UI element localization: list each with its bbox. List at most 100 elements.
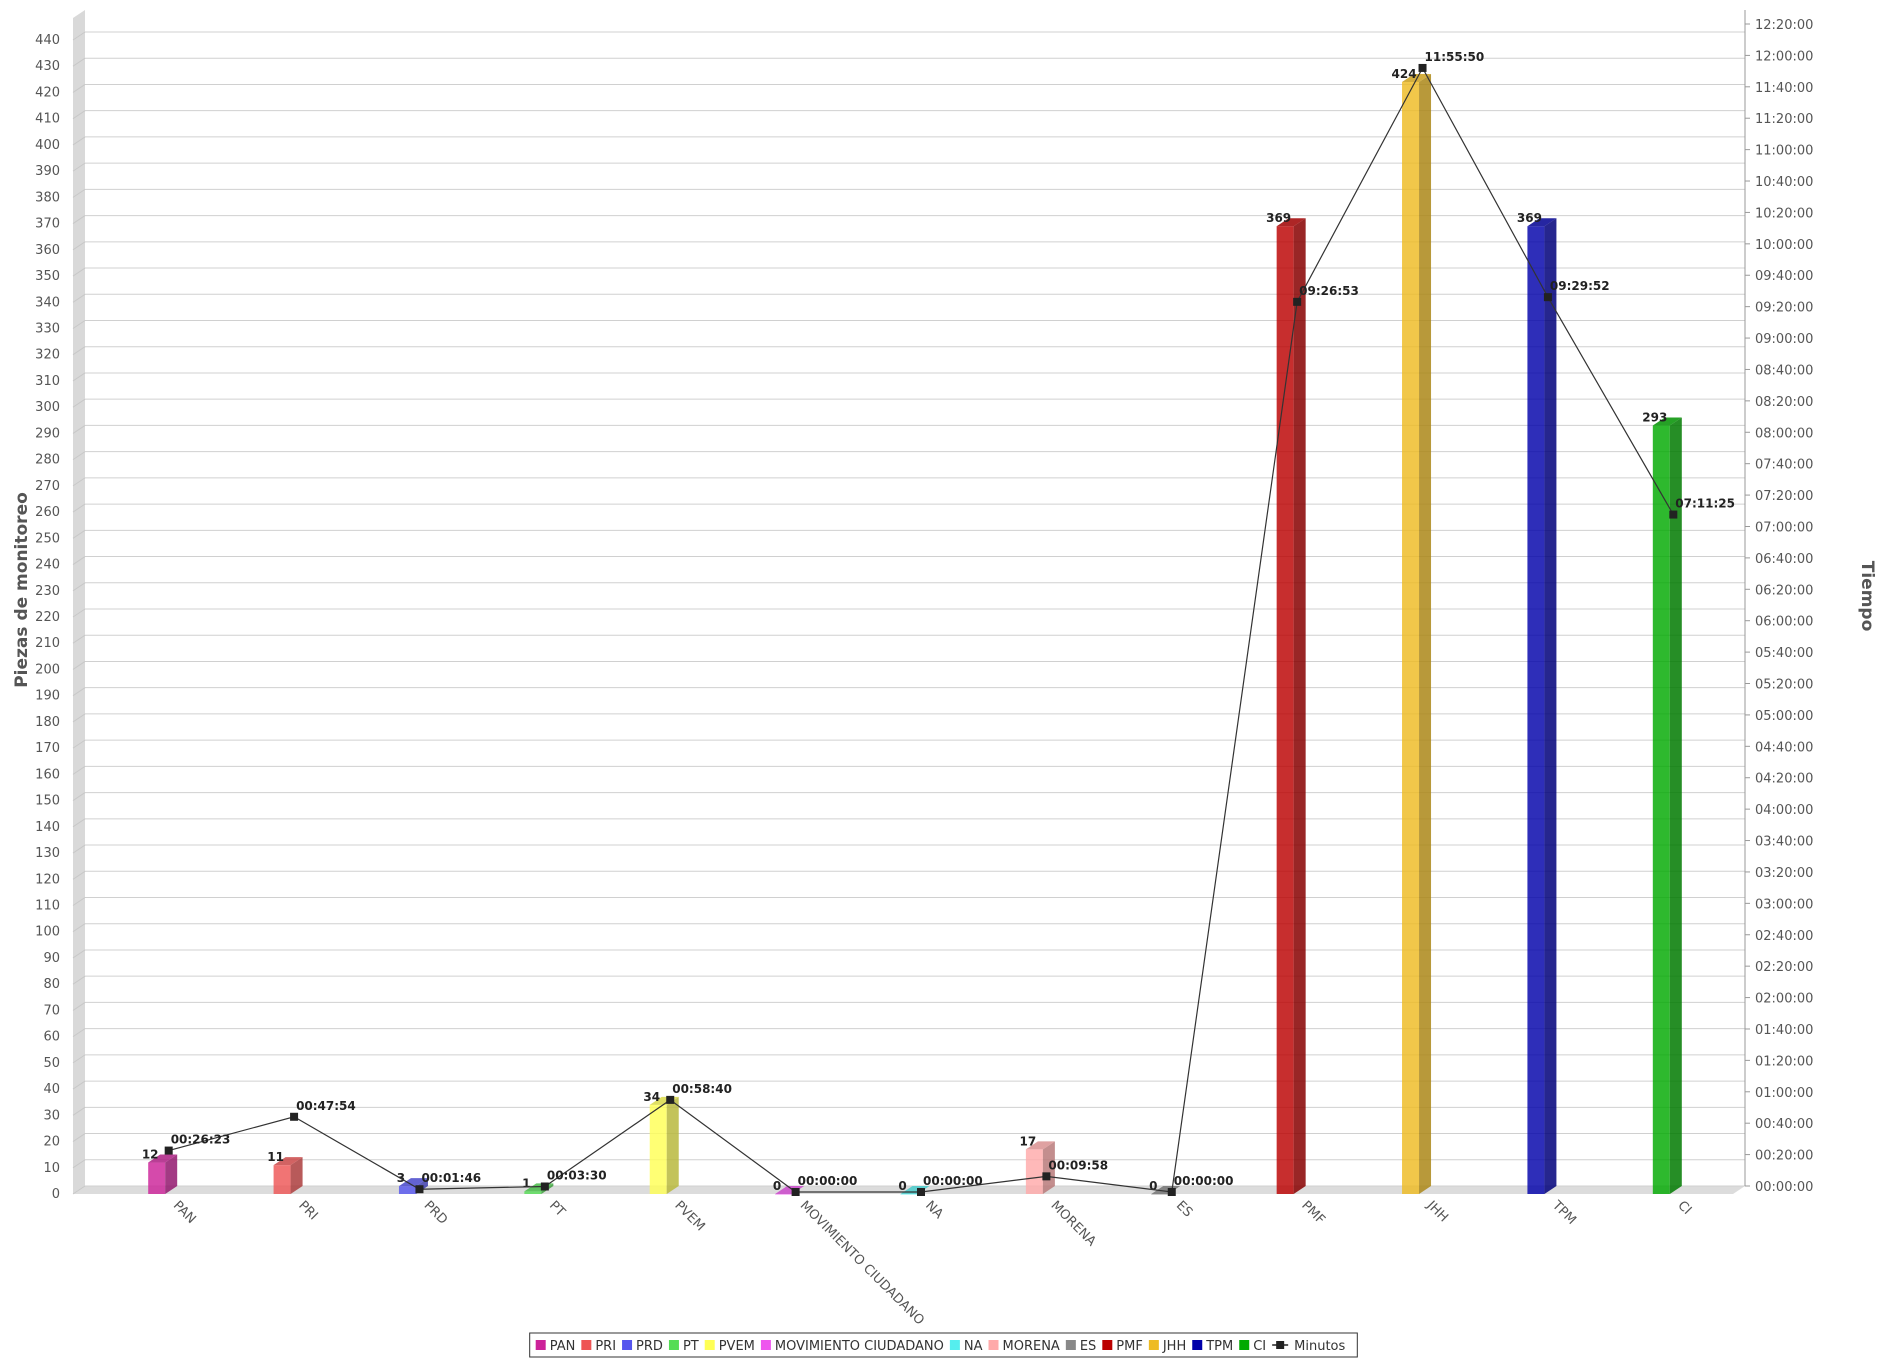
- bar-top: [148, 1154, 178, 1163]
- y2-tick-label: 09:20:00: [1755, 301, 1813, 316]
- bar-morena: 17: [1020, 1134, 1055, 1194]
- y-tick-label: 150: [35, 794, 60, 809]
- legend-label: PAN: [550, 1339, 576, 1354]
- bar-front: [1025, 1149, 1043, 1194]
- legend-swatch: [760, 1340, 771, 1350]
- bar-top: [1527, 218, 1557, 227]
- y-tick-label: 30: [43, 1108, 60, 1123]
- y2-tick-label: 07:40:00: [1755, 458, 1813, 473]
- bar-front: [1276, 226, 1294, 1195]
- x-tick-label: JHH: [1423, 1198, 1451, 1226]
- line-value-label: 00:00:00: [798, 1174, 858, 1188]
- x-tick-label: PRD: [421, 1198, 451, 1228]
- y-tick-label: 120: [35, 872, 60, 887]
- line-point: [1293, 297, 1302, 306]
- legend-item: PRD: [622, 1339, 663, 1354]
- gridline-depth: [72, 346, 86, 356]
- bar-front: [524, 1191, 542, 1194]
- y-tick-label: 430: [35, 59, 60, 74]
- y-tick-label: 420: [35, 85, 60, 100]
- legend-item: PRI: [581, 1339, 616, 1354]
- line-point: [1042, 1172, 1051, 1181]
- y-tick-label: 370: [35, 217, 60, 232]
- x-tick-label: NA: [922, 1198, 946, 1222]
- legend-item: PT: [668, 1339, 699, 1354]
- gridline-depth: [72, 818, 86, 828]
- y2-tick-label: 02:40:00: [1755, 929, 1813, 944]
- gridline-depth: [72, 923, 86, 933]
- y2-tick-label: 00:20:00: [1755, 1149, 1813, 1164]
- y2-tick-label: 10:00:00: [1755, 238, 1813, 253]
- legend-label: PRI: [595, 1339, 616, 1354]
- y2-tick-label: 10:20:00: [1755, 206, 1813, 221]
- y-tick-label: 170: [35, 741, 60, 756]
- gridline-depth: [72, 529, 86, 539]
- legend-box: [529, 1332, 1358, 1358]
- bar-front: [148, 1162, 166, 1194]
- legend-item: CI: [1239, 1339, 1266, 1354]
- y-tick-label: 440: [35, 33, 60, 48]
- y2-tick-label: 10:40:00: [1755, 175, 1813, 190]
- line-value-label: 00:00:00: [923, 1174, 983, 1188]
- bar-pvem: 34: [643, 1090, 679, 1194]
- y-tick-label: 390: [35, 164, 60, 179]
- legend-label: PVEM: [719, 1339, 755, 1354]
- gridline-depth: [72, 136, 86, 146]
- bar-side: [1669, 417, 1682, 1195]
- gridline-depth: [72, 792, 86, 802]
- line-value-label: 09:26:53: [1299, 284, 1359, 298]
- line-point: [1167, 1188, 1176, 1196]
- legend-marker: [1276, 1341, 1285, 1349]
- gridline-depth: [72, 503, 86, 513]
- gridline-depth: [72, 844, 86, 854]
- x-tick-label: PMF: [1298, 1198, 1327, 1227]
- y-tick-label: 270: [35, 479, 60, 494]
- gridline-depth: [72, 608, 86, 618]
- y2-tick-label: 04:00:00: [1755, 803, 1813, 818]
- gridline-depth: [72, 634, 86, 644]
- y2-tick-label: 08:20:00: [1755, 395, 1813, 410]
- gridline-depth: [72, 31, 86, 41]
- line-value-label: 00:09:58: [1048, 1158, 1108, 1172]
- line-value-label: 00:47:54: [296, 1099, 356, 1113]
- y2-tick-label: 03:40:00: [1755, 835, 1813, 850]
- y-tick-label: 240: [35, 558, 60, 573]
- y-tick-label: 210: [35, 636, 60, 651]
- y-tick-label: 320: [35, 348, 60, 363]
- y2-axis-title: Tiempo: [1857, 561, 1877, 632]
- line-path: [168, 66, 1674, 1193]
- line-point: [540, 1182, 549, 1191]
- x-tick-label: CI: [1674, 1198, 1694, 1218]
- bar-value-label: 1: [522, 1176, 530, 1190]
- gridline-depth: [72, 556, 86, 565]
- x-tick-label: PRI: [295, 1198, 320, 1223]
- y2-tick-label: 01:40:00: [1755, 1023, 1813, 1038]
- y-tick-label: 310: [35, 374, 60, 389]
- legend-swatch: [1148, 1340, 1159, 1350]
- line-value-label: 07:11:25: [1675, 497, 1735, 511]
- gridline-depth: [72, 1106, 86, 1116]
- legend-swatch: [1239, 1340, 1250, 1350]
- y-tick-label: 160: [35, 767, 60, 782]
- legend-label: PMF: [1116, 1339, 1143, 1354]
- bar-value-label: 369: [1517, 211, 1542, 225]
- y2-tick-label: 07:20:00: [1755, 489, 1813, 504]
- y-tick-label: 50: [43, 1056, 60, 1071]
- y2-tick-label: 09:00:00: [1755, 332, 1813, 347]
- y-tick-label: 350: [35, 269, 60, 284]
- bar-top: [1652, 417, 1682, 426]
- legend-item: TPM: [1192, 1339, 1233, 1354]
- bar-side: [1544, 218, 1557, 1195]
- y2-tick-label: 11:20:00: [1755, 112, 1813, 127]
- x-tick-label: PT: [546, 1198, 568, 1220]
- y-axis-title: Piezas de monitoreo: [12, 492, 32, 688]
- legend-swatch: [988, 1340, 999, 1350]
- gridline-depth: [72, 1185, 86, 1195]
- line-value-label: 00:58:40: [672, 1082, 732, 1096]
- y2-tick-label: 07:00:00: [1755, 520, 1813, 535]
- bar-value-label: 34: [643, 1090, 660, 1104]
- line-point: [290, 1112, 299, 1121]
- y2-tick-label: 05:40:00: [1755, 646, 1813, 661]
